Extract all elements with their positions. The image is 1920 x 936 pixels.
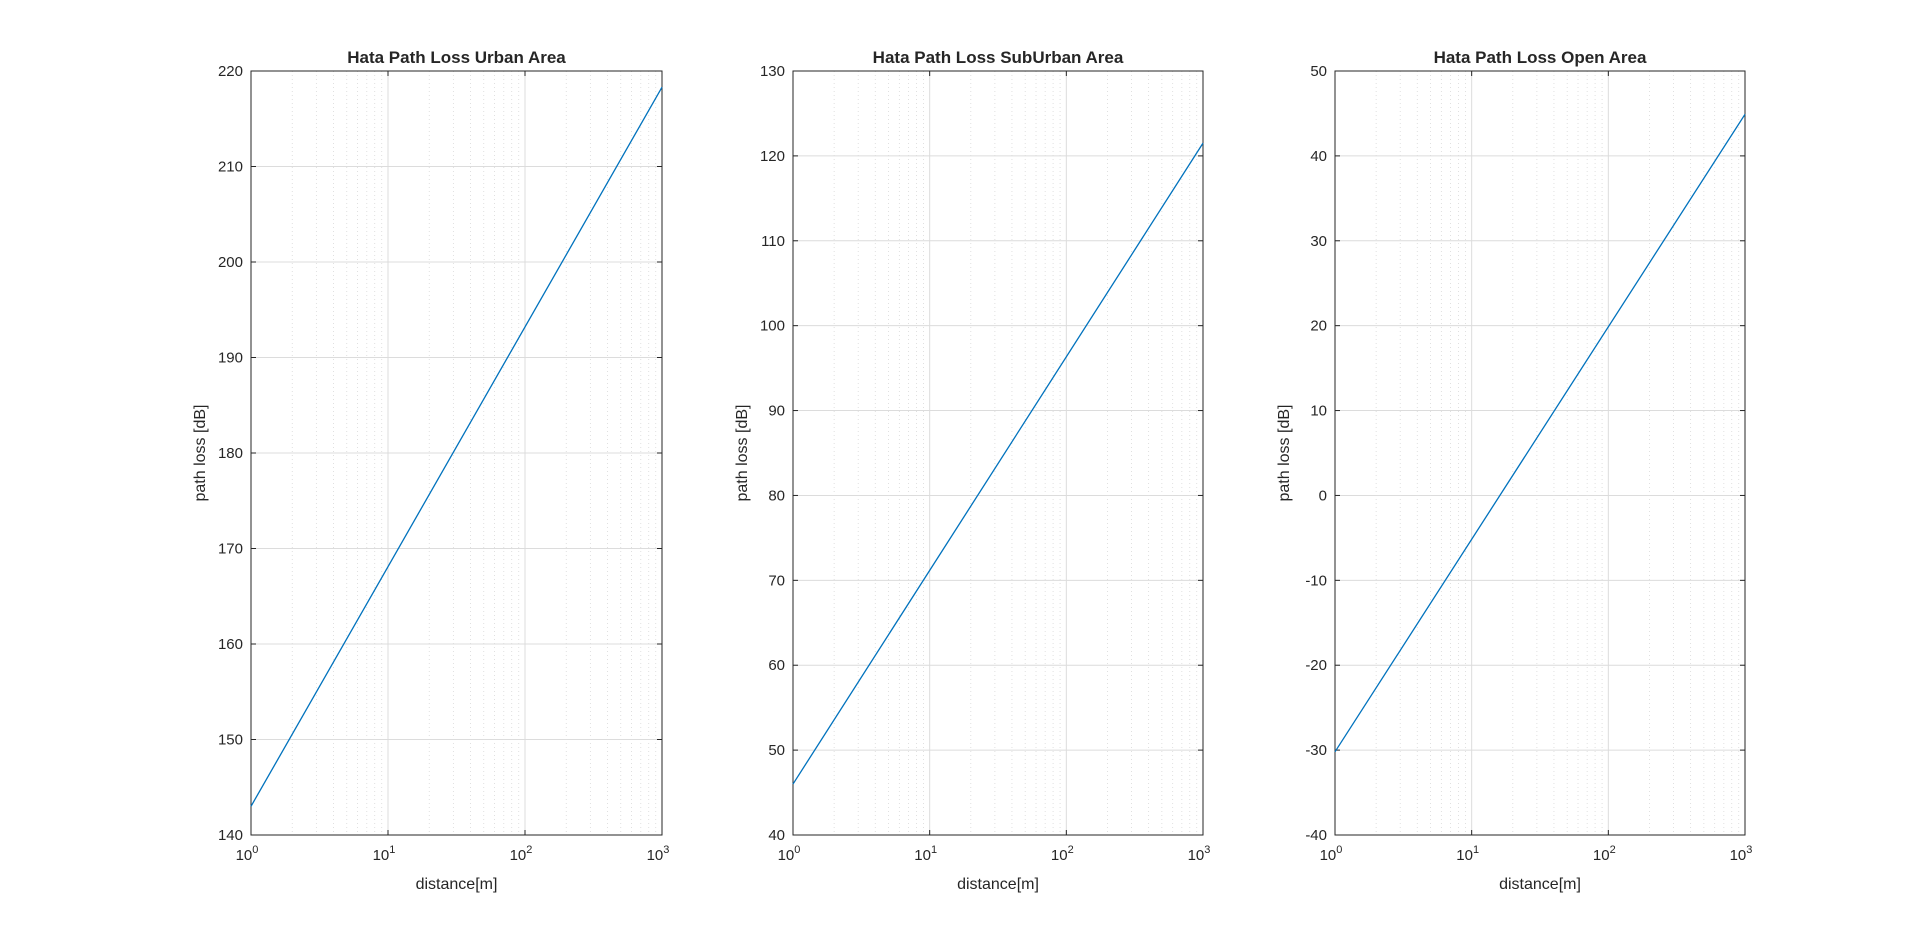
series-line-1 (1334, 113, 1746, 753)
y-tick-label: 200 (218, 254, 243, 271)
chart-title: Hata Path Loss Urban Area (347, 48, 566, 67)
y-tick-label: 90 (768, 403, 785, 420)
y-tick-label: -30 (1305, 742, 1327, 759)
x-tick-label: 100 (778, 844, 801, 864)
y-tick-label: 60 (768, 657, 785, 674)
x-axis-label: distance[m] (957, 876, 1039, 893)
y-tick-label: 160 (218, 636, 243, 653)
y-tick-label: 30 (1310, 233, 1327, 250)
y-tick-label: 190 (218, 350, 243, 367)
y-tick-label: -10 (1305, 572, 1327, 589)
x-tick-label: 100 (236, 844, 259, 864)
y-axis-label: path loss [dB] (734, 405, 751, 502)
series-line-1 (250, 86, 663, 807)
x-tick-label: 101 (1456, 844, 1479, 864)
x-axis-label: distance[m] (1499, 876, 1581, 893)
y-tick-label: 140 (218, 827, 243, 844)
y-tick-label: 10 (1310, 403, 1327, 420)
y-tick-label: 180 (218, 445, 243, 462)
y-tick-label: -40 (1305, 827, 1327, 844)
chart-title: Hata Path Loss Open Area (1434, 48, 1647, 67)
y-tick-label: 110 (761, 233, 785, 250)
y-tick-label: 50 (1310, 63, 1327, 80)
y-tick-label: 220 (218, 63, 243, 80)
chart-panel-3: -40 -30 -20 -10 0 10 20 30 40 50 100 101 102 103 Hata … (1276, 48, 1752, 893)
axes-box (792, 70, 1204, 836)
x-axis-label: distance[m] (416, 876, 498, 893)
x-tick-label: 103 (1730, 844, 1753, 864)
y-tick-label: 40 (1310, 148, 1327, 165)
y-tick-label: 50 (768, 742, 785, 759)
chart-panel-2: 40 50 60 70 80 90 100 110 120 130 100 101 102 103 Hata… (734, 48, 1210, 893)
x-tick-label: 102 (1051, 844, 1074, 864)
chart-panel-1: 140 150 160 170 180 190 200 210 220 100 101 102 103 H… (192, 48, 669, 893)
x-tick-label: 102 (1593, 844, 1616, 864)
y-axis-label: path loss [dB] (192, 405, 209, 502)
x-tick-label: 101 (914, 844, 937, 864)
series-line-1 (792, 142, 1204, 785)
y-axis-label: path loss [dB] (1276, 405, 1293, 502)
x-tick-label: 103 (1188, 844, 1211, 864)
y-tick-label: 150 (218, 732, 243, 749)
chart-title: Hata Path Loss SubUrban Area (873, 48, 1124, 67)
axes-box (1334, 70, 1746, 836)
y-tick-label: 130 (760, 63, 785, 80)
y-tick-label: 0 (1319, 487, 1327, 504)
y-tick-label: 70 (768, 572, 785, 589)
y-tick-label: 170 (218, 541, 243, 558)
y-tick-label: 210 (218, 159, 243, 176)
y-tick-label: 40 (768, 827, 785, 844)
y-tick-label: -20 (1305, 657, 1327, 674)
y-tick-label: 120 (760, 148, 785, 165)
y-tick-label: 80 (768, 487, 785, 504)
y-tick-label: 20 (1310, 318, 1327, 335)
x-tick-label: 102 (510, 844, 533, 864)
x-tick-label: 101 (373, 844, 396, 864)
x-tick-label: 103 (647, 844, 670, 864)
y-tick-label: 100 (760, 318, 785, 335)
x-tick-label: 100 (1320, 844, 1343, 864)
